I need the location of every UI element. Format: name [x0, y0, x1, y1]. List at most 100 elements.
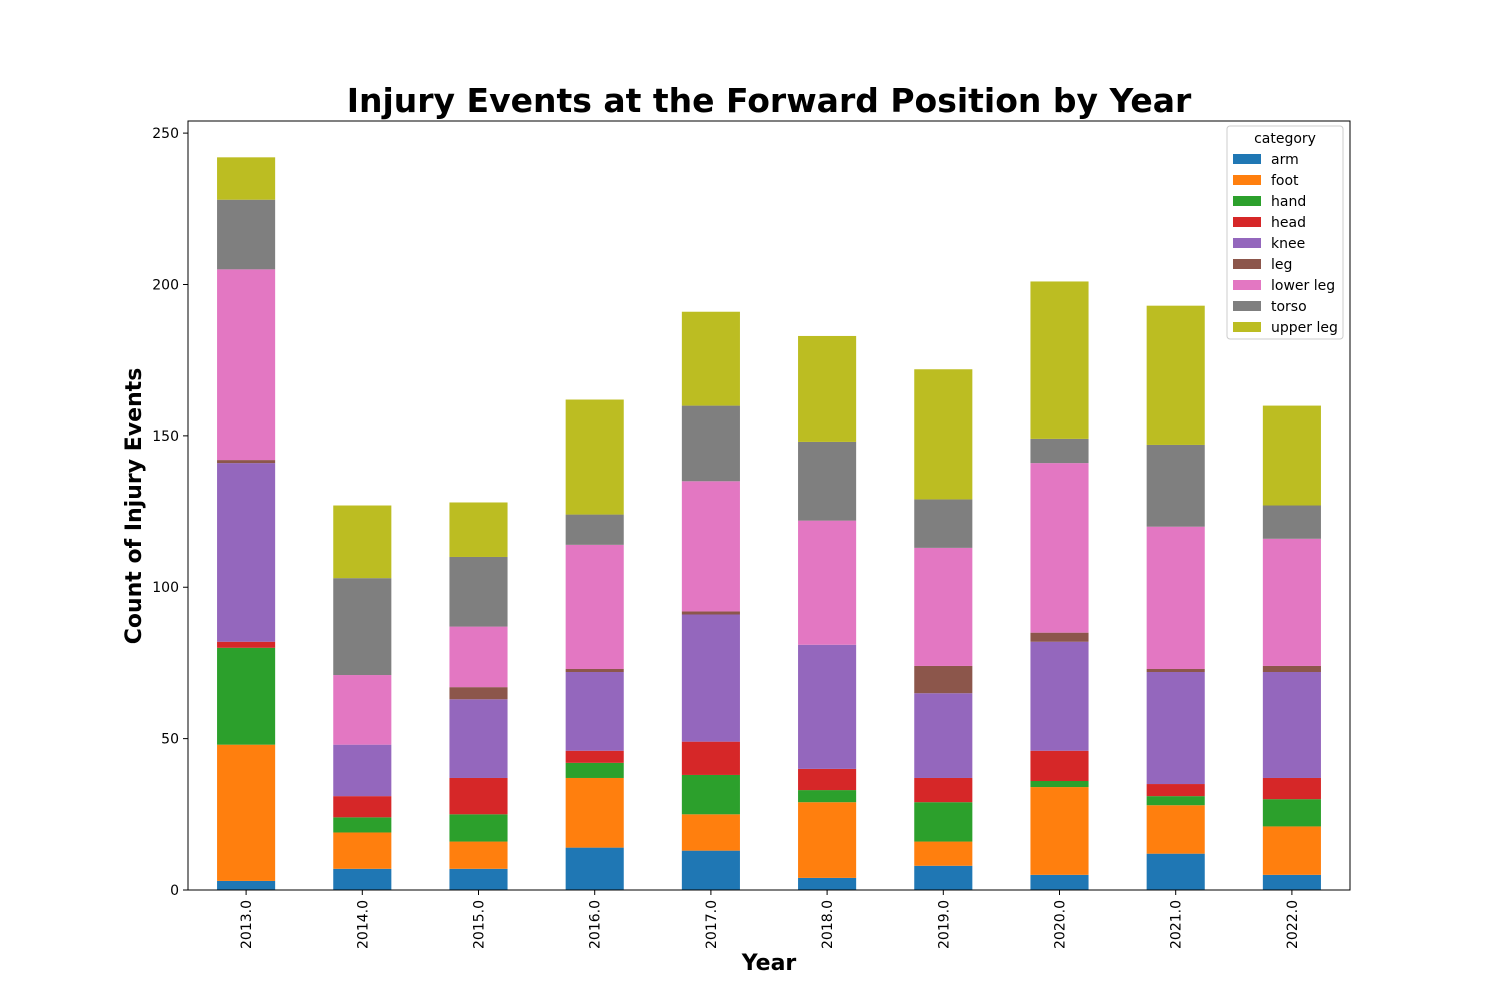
x-tick-label: 2021.0	[1169, 900, 1185, 949]
bar-upper-leg-2015.0	[449, 502, 508, 557]
bar-knee-2019.0	[914, 693, 973, 778]
bar-upper-leg-2020.0	[1030, 281, 1089, 439]
legend-label-leg: leg	[1271, 257, 1292, 273]
bar-lower-leg-2018.0	[798, 520, 857, 645]
bar-head-2014.0	[333, 796, 392, 818]
bar-hand-2020.0	[1030, 781, 1089, 788]
bar-torso-2016.0	[565, 514, 624, 545]
y-axis-label: Count of Injury Events	[122, 368, 147, 645]
legend-label-arm: arm	[1271, 152, 1299, 168]
y-tick-label: 100	[152, 580, 179, 596]
legend: category arm foot hand head knee leg lower leg t…	[1226, 125, 1344, 340]
x-tick-label: 2019.0	[936, 900, 952, 949]
bar-foot-2013.0	[217, 744, 276, 881]
bar-head-2013.0	[217, 641, 276, 648]
bar-lower-leg-2016.0	[565, 544, 624, 669]
legend-label-foot: foot	[1271, 173, 1299, 189]
bar-upper-leg-2016.0	[565, 399, 624, 515]
bar-torso-2013.0	[217, 199, 276, 270]
bar-foot-2017.0	[681, 814, 740, 851]
bar-leg-2021.0	[1146, 668, 1205, 673]
x-tick-label: 2016.0	[588, 900, 604, 949]
bar-knee-2013.0	[217, 463, 276, 642]
legend-swatch-knee	[1233, 238, 1261, 248]
bar-knee-2015.0	[449, 699, 508, 778]
y-tick-label: 150	[152, 429, 179, 445]
bar-knee-2016.0	[565, 672, 624, 751]
bar-foot-2015.0	[449, 841, 508, 869]
x-axis: 2013.0 2014.0 2015.0 2016.0 2017.0 2018.0 2019…	[239, 890, 1301, 949]
y-tick-label: 250	[152, 126, 179, 142]
x-tick-label: 2017.0	[704, 900, 720, 949]
bar-foot-2021.0	[1146, 805, 1205, 854]
bar-foot-2020.0	[1030, 787, 1089, 875]
bar-knee-2014.0	[333, 744, 392, 797]
y-axis: 0 50 100 150 200 250	[152, 126, 188, 899]
legend-label-hand: hand	[1271, 194, 1306, 210]
bar-leg-2019.0	[914, 665, 973, 694]
bar-arm-2021.0	[1146, 853, 1205, 890]
bar-head-2022.0	[1262, 777, 1321, 800]
bar-torso-2021.0	[1146, 444, 1205, 527]
bar-torso-2018.0	[798, 441, 857, 521]
legend-label-lower-leg: lower leg	[1271, 278, 1335, 294]
bar-foot-2016.0	[565, 777, 624, 848]
bar-foot-2019.0	[914, 841, 973, 866]
legend-swatch-arm	[1233, 154, 1261, 164]
bar-leg-2022.0	[1262, 665, 1321, 673]
bar-upper-leg-2019.0	[914, 369, 973, 500]
legend-swatch-torso	[1233, 301, 1261, 311]
y-tick-label: 200	[152, 277, 179, 293]
bar-hand-2016.0	[565, 762, 624, 778]
bar-knee-2020.0	[1030, 641, 1089, 751]
bar-arm-2020.0	[1030, 874, 1089, 890]
legend-swatch-leg	[1233, 259, 1261, 269]
bar-head-2018.0	[798, 768, 857, 791]
x-tick-label: 2022.0	[1285, 900, 1301, 949]
bar-hand-2014.0	[333, 817, 392, 833]
legend-swatch-foot	[1233, 175, 1261, 185]
y-tick-label: 0	[170, 883, 179, 899]
bar-knee-2021.0	[1146, 672, 1205, 785]
legend-swatch-lower-leg	[1233, 280, 1261, 290]
bar-upper-leg-2014.0	[333, 505, 392, 579]
bar-lower-leg-2014.0	[333, 675, 392, 745]
legend-title: category	[1254, 131, 1316, 147]
legend-label-knee: knee	[1271, 236, 1305, 252]
chart-title: Injury Events at the Forward Position by…	[347, 81, 1192, 120]
bar-foot-2014.0	[333, 832, 392, 869]
bar-leg-2015.0	[449, 687, 508, 700]
bar-leg-2013.0	[217, 460, 276, 464]
legend-swatch-head	[1233, 217, 1261, 227]
bar-torso-2022.0	[1262, 505, 1321, 539]
bar-leg-2020.0	[1030, 632, 1089, 642]
x-tick-label: 2015.0	[472, 900, 488, 949]
bar-lower-leg-2015.0	[449, 626, 508, 688]
bar-upper-leg-2013.0	[217, 157, 276, 200]
bar-knee-2017.0	[681, 614, 740, 742]
bar-arm-2017.0	[681, 850, 740, 890]
x-tick-label: 2014.0	[355, 900, 371, 949]
bar-hand-2018.0	[798, 790, 857, 803]
bar-head-2016.0	[565, 750, 624, 763]
bar-hand-2021.0	[1146, 796, 1205, 806]
y-tick-label: 50	[161, 732, 179, 748]
bar-arm-2015.0	[449, 868, 508, 890]
bar-lower-leg-2022.0	[1262, 538, 1321, 666]
bar-head-2015.0	[449, 777, 508, 815]
bar-hand-2017.0	[681, 774, 740, 815]
bar-hand-2019.0	[914, 802, 973, 842]
x-axis-label: Year	[741, 951, 797, 976]
bar-foot-2018.0	[798, 802, 857, 878]
bar-upper-leg-2021.0	[1146, 305, 1205, 445]
bar-head-2019.0	[914, 777, 973, 803]
bars-group	[217, 157, 1321, 890]
bar-foot-2022.0	[1262, 826, 1321, 875]
bar-lower-leg-2019.0	[914, 547, 973, 666]
bar-knee-2022.0	[1262, 672, 1321, 778]
bar-hand-2013.0	[217, 647, 276, 745]
bar-torso-2020.0	[1030, 438, 1089, 464]
legend-label-upper-leg: upper leg	[1271, 320, 1338, 336]
bar-arm-2022.0	[1262, 874, 1321, 890]
